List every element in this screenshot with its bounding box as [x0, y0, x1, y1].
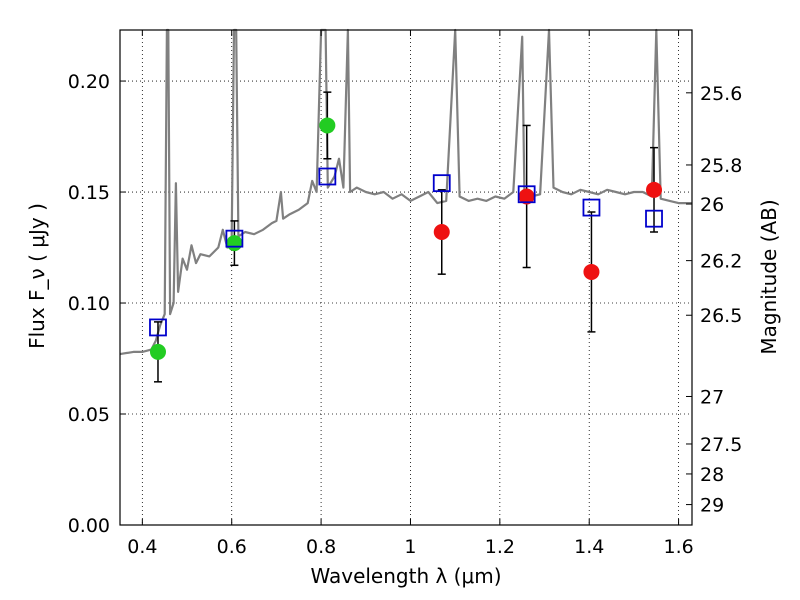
spectrum-layer: [119, 28, 692, 356]
x-axis-label: Wavelength λ (μm): [310, 564, 501, 588]
x-tick-label: 1.6: [663, 536, 693, 558]
y-tick-label: 0.15: [68, 182, 110, 204]
data-point: [583, 263, 600, 280]
model-square-point: [645, 209, 663, 228]
grid-x: [141, 30, 679, 525]
markers: [149, 117, 663, 360]
x-tick-label: 0.4: [127, 536, 157, 558]
model-square-point: [432, 174, 451, 193]
y-axis-label: Flux F_ν ( μJy ): [25, 203, 49, 349]
right-tick-label: 26.2: [700, 251, 742, 273]
data-point: [646, 181, 663, 198]
x-tick-label: 0.6: [217, 536, 247, 558]
y-tick-label: 0.05: [68, 404, 110, 426]
plot-frame: [119, 29, 693, 526]
data-point: [319, 117, 336, 134]
model-spectrum-line: [119, 28, 692, 356]
ticks: [120, 30, 692, 526]
right-tick-label: 25.6: [700, 83, 742, 105]
right-axis-label: Magnitude (AB): [757, 199, 781, 354]
model-square-point: [318, 167, 337, 186]
model-square-point: [517, 185, 536, 204]
model-square-point: [149, 318, 167, 337]
right-tick-label: 25.8: [700, 155, 742, 177]
model-square-point: [225, 229, 244, 248]
data-point: [149, 343, 166, 360]
x-tick-label: 1.2: [485, 536, 515, 558]
y-tick-label: 0.10: [68, 293, 110, 315]
right-tick-label: 29: [700, 495, 724, 517]
right-tick-label: 26: [700, 194, 724, 216]
model-square-point: [582, 198, 601, 217]
y-tick-label: 0.00: [68, 515, 110, 537]
right-tick-label: 26.5: [700, 305, 742, 327]
right-tick-label: 27.5: [700, 434, 742, 456]
data-point: [433, 223, 450, 240]
tick-labels: 0.4 0.6 0.8 1 1.2 1.4 1.6 0.00 0.05 0.10 0.15 0.20 2…: [68, 71, 743, 558]
x-tick-label: 1.4: [574, 536, 604, 558]
x-tick-label: 1: [404, 536, 416, 558]
right-tick-label: 27: [700, 386, 724, 408]
data-point: [226, 235, 243, 252]
x-tick-label: 0.8: [306, 536, 336, 558]
data-point: [518, 188, 535, 205]
right-tick-label: 28: [700, 464, 724, 486]
y-tick-label: 0.20: [68, 71, 110, 93]
